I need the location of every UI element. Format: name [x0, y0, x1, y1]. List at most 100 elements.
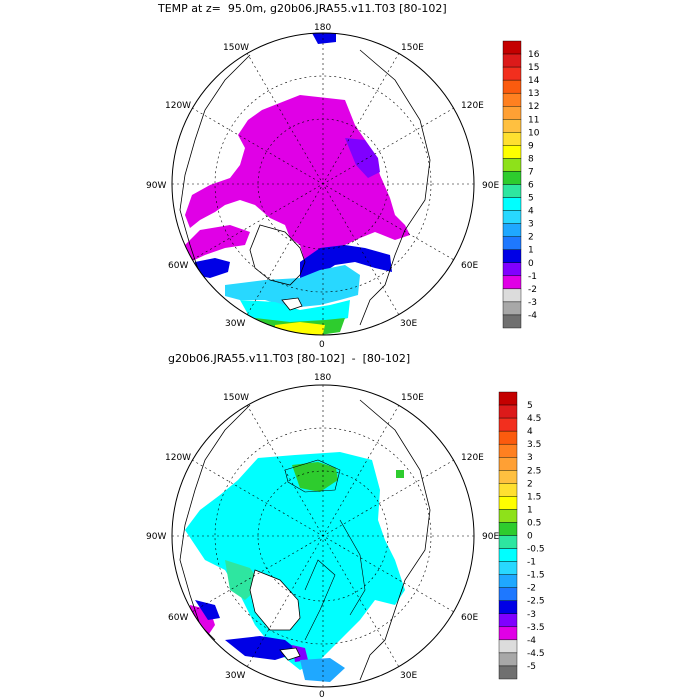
bottom-label-90e: 90E [482, 532, 499, 542]
colorbar-swatch [502, 40, 522, 55]
purple-patch-siberia [345, 138, 380, 178]
top-temperature-field [179, 33, 431, 335]
colorbar-swatch [498, 652, 518, 667]
colorbar-tick-label: 1 [528, 246, 534, 256]
colorbar-tick-label: 8 [528, 154, 534, 164]
colorbar-tick-label: -4 [527, 636, 536, 646]
colorbar-swatch [502, 66, 522, 81]
colorbar-tick-label: 10 [528, 128, 540, 138]
colorbar-tick-label: 1.5 [527, 492, 541, 502]
colorbar-tick-label: -4.5 [527, 649, 545, 659]
bottom-greenland-coast [249, 569, 301, 631]
colorbar-tick-label: 2 [528, 233, 534, 243]
colorbar-swatch [498, 587, 518, 601]
arctic-anomaly-cyan [185, 452, 405, 670]
colorbar-tick-label: 13 [528, 89, 539, 99]
colorbar-swatch [498, 626, 518, 641]
bottom-eurasia-coast [359, 399, 431, 681]
colorbar-tick-label: -3 [528, 298, 537, 308]
north-america-coast [179, 54, 251, 291]
colorbar-tick-label: 12 [528, 102, 539, 112]
colorbar-tick-label: 4.5 [527, 414, 541, 424]
colorbar-tick-label: -3.5 [527, 623, 545, 633]
barents-anomaly-green [396, 470, 404, 478]
top-label-180: 180 [314, 23, 331, 33]
canadian-archipelago-magenta [180, 225, 250, 262]
colorbar-tick-label: -1.5 [527, 571, 545, 581]
colorbar-swatch [498, 509, 518, 523]
colorbar-swatch [502, 275, 522, 290]
bottom-label-90w: 90W [146, 532, 166, 542]
colorbar-swatch [502, 197, 522, 211]
colorbar-swatch [502, 223, 522, 237]
top-label-30w: 30W [225, 319, 245, 329]
greenland-coast [249, 224, 306, 286]
colorbar-swatch [498, 457, 518, 471]
colorbar-tick-label: 0.5 [527, 518, 541, 528]
bottom-map-border [171, 384, 475, 688]
colorbar-swatch [502, 53, 522, 68]
top-map-border [171, 32, 475, 336]
colorbar-tick-label: 14 [528, 76, 540, 86]
labrador-anomaly-blue [195, 600, 220, 620]
colorbar-swatch [502, 184, 522, 198]
top-label-120w: 120W [165, 101, 191, 111]
nordic-cyan [240, 300, 350, 325]
top-label-150w: 150W [223, 43, 249, 53]
colorbar-tick-label: 9 [528, 141, 534, 151]
colorbar-tick-label: 16 [528, 50, 540, 60]
arctic-cold-region [185, 95, 410, 262]
colorbar-tick-label: 7 [528, 167, 534, 177]
colorbar-tick-label: 0 [528, 259, 534, 269]
arctic-anomaly-green [292, 462, 338, 492]
colorbar-swatch [498, 404, 518, 419]
colorbar-tick-label: 4 [527, 427, 533, 437]
colorbar-swatch [498, 483, 518, 497]
colorbar-swatch [502, 171, 522, 185]
colorbar-swatch [502, 132, 522, 146]
bottom-graticule [172, 385, 474, 687]
colorbar-tick-label: 2.5 [527, 466, 541, 476]
nordic-anomaly-blue [225, 636, 300, 660]
colorbar-tick-label: 3 [527, 453, 533, 463]
colorbar-tick-label: -4 [528, 311, 537, 321]
top-label-0: 0 [319, 340, 325, 350]
colorbar-swatch [498, 391, 518, 406]
bottom-iceland-outline [279, 647, 301, 661]
colorbar-swatch [498, 522, 518, 536]
colorbar-tick-label: 0 [527, 532, 533, 542]
bottom-anomaly-field [179, 395, 431, 682]
colorbar-swatch [502, 106, 522, 120]
colorbar-swatch [498, 574, 518, 588]
top-label-90e: 90E [482, 181, 499, 191]
colorbar-tick-label: -5 [527, 662, 536, 672]
colorbar-tick-label: 2 [527, 479, 533, 489]
top-label-150e: 150E [401, 43, 424, 53]
colorbar-swatch [502, 262, 522, 277]
colorbar-tick-label: -1 [527, 558, 536, 568]
top-label-60e: 60E [461, 261, 478, 271]
colorbar-tick-label: 1 [527, 505, 533, 515]
colorbar-swatch [498, 665, 518, 680]
colorbar-tick-label: -1 [528, 272, 537, 282]
top-panel-title: TEMP at z= 95.0m, g20b06.JRA55.v11.T03 [… [158, 2, 447, 15]
colorbar-swatch [498, 548, 518, 562]
bottom-label-0: 0 [319, 690, 325, 700]
iceland-outline [281, 297, 303, 311]
colorbar-tick-label: 5 [527, 401, 533, 411]
bottom-label-150w: 150W [223, 393, 249, 403]
bottom-label-180: 180 [314, 373, 331, 383]
colorbar-tick-label: 11 [528, 115, 539, 125]
bottom-label-60e: 60E [461, 613, 478, 623]
colorbar-swatch [498, 496, 518, 510]
colorbar-swatch [498, 535, 518, 549]
colorbar-swatch [498, 613, 518, 628]
colorbar-swatch [498, 561, 518, 575]
bottom-label-60w: 60W [168, 613, 188, 623]
nordic-lightblue [225, 265, 360, 308]
colorbar-tick-label: 5 [528, 194, 534, 204]
nordic-yellow [275, 322, 325, 335]
eurasia-coast [359, 49, 431, 326]
